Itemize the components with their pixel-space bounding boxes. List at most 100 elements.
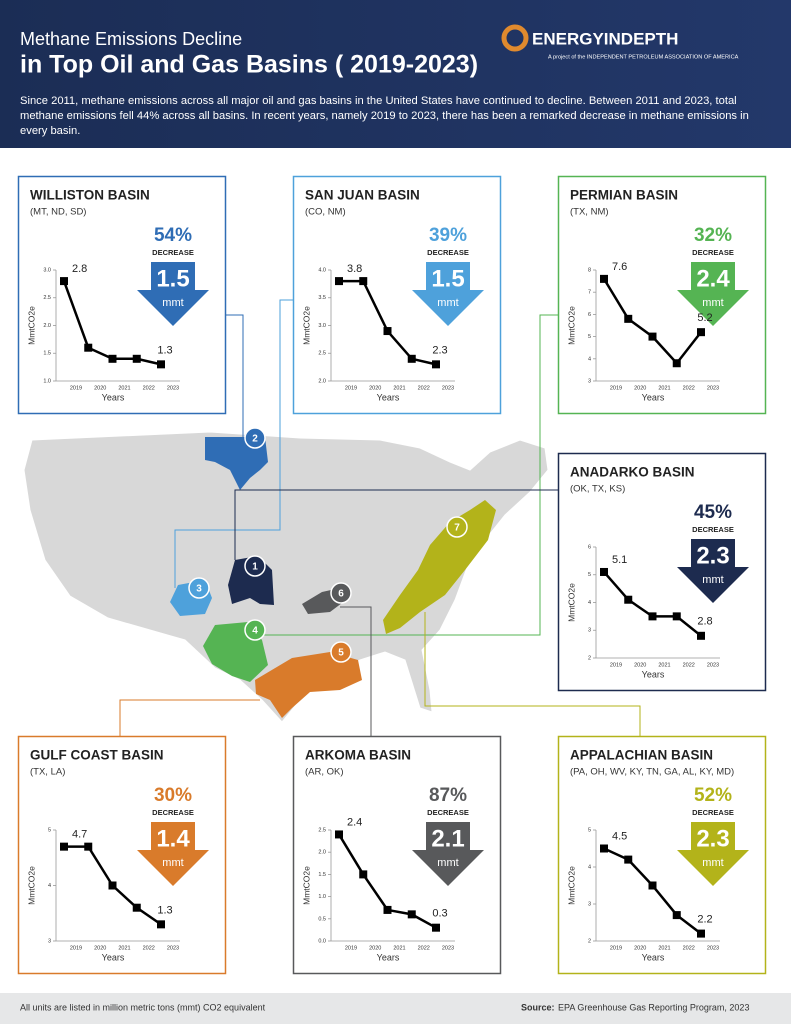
map-marker-label: 5 bbox=[338, 648, 344, 659]
decrease-label: DECREASE bbox=[152, 808, 194, 817]
card-title: ANADARKO BASIN bbox=[570, 465, 695, 480]
x-tick-label: 2019 bbox=[610, 945, 622, 951]
y-axis-label: MmtCO2e bbox=[26, 306, 36, 345]
map-marker-label: 2 bbox=[252, 434, 258, 445]
x-tick-label: 2022 bbox=[683, 385, 695, 391]
data-point bbox=[359, 870, 368, 879]
x-tick-label: 2022 bbox=[683, 662, 695, 668]
y-tick-label: 2.5 bbox=[43, 295, 51, 301]
data-point bbox=[108, 881, 117, 890]
intro: Since 2011, methane emissions across all… bbox=[20, 95, 749, 137]
map-marker bbox=[188, 577, 210, 599]
point-annotation: 7.6 bbox=[612, 261, 627, 273]
x-tick-label: 2019 bbox=[610, 662, 622, 668]
source: EPA Greenhouse Gas Reporting Program, 20… bbox=[558, 1002, 749, 1012]
card-subtitle: (TX, NM) bbox=[570, 207, 609, 218]
y-tick-label: 3 bbox=[48, 938, 51, 944]
y-tick-label: 6 bbox=[588, 312, 591, 318]
card-subtitle: (TX, LA) bbox=[30, 767, 65, 778]
basin-card: GULF COAST BASIN (TX, LA) 30% DECREASE 1.4 mm… bbox=[17, 735, 227, 975]
y-tick-label: 1.0 bbox=[43, 378, 51, 384]
decrease-amount: 1.4 bbox=[156, 825, 190, 852]
y-tick-label: 4 bbox=[48, 883, 51, 889]
data-point bbox=[383, 905, 392, 914]
x-tick-label: 2020 bbox=[94, 945, 106, 951]
decrease-arrow bbox=[677, 262, 749, 326]
decrease-arrow bbox=[412, 262, 484, 326]
decrease-arrow bbox=[677, 822, 749, 886]
point-annotation: 5.2 bbox=[697, 312, 712, 324]
x-tick-label: 2022 bbox=[418, 945, 430, 951]
title-line2: in Top Oil and Gas Basins ( 2019-2023) bbox=[20, 51, 478, 79]
x-tick-label: 2020 bbox=[634, 385, 646, 391]
x-tick-label: 2021 bbox=[393, 385, 405, 391]
basin-card: ARKOMA BASIN (AR, OK) 87% DECREASE 2.1 mmt 0.0… bbox=[292, 735, 502, 975]
decrease-percent: 87% bbox=[429, 785, 467, 806]
card-title: PERMIAN BASIN bbox=[570, 188, 678, 203]
decrease-percent: 54% bbox=[154, 225, 192, 246]
basin-appalachian bbox=[383, 500, 496, 634]
decrease-arrow bbox=[137, 262, 209, 326]
x-tick-label: 2020 bbox=[94, 385, 106, 391]
data-point bbox=[600, 567, 608, 576]
data-point bbox=[157, 920, 165, 929]
x-tick-label: 2021 bbox=[658, 662, 670, 668]
x-axis-label: Years bbox=[377, 392, 400, 402]
card-title: ARKOMA BASIN bbox=[305, 748, 411, 763]
x-tick-label: 2019 bbox=[345, 385, 357, 391]
y-tick-label: 1.0 bbox=[318, 894, 326, 900]
decrease-unit: mmt bbox=[437, 297, 458, 309]
connector bbox=[258, 314, 558, 636]
logo-tagline: A project of the INDEPENDENT PETROLEUM A… bbox=[548, 54, 739, 60]
basin-card: WILLISTON BASIN (MT, ND, SD) 54% DECREASE 1.… bbox=[17, 175, 227, 415]
decrease-percent: 45% bbox=[694, 502, 732, 523]
y-axis-label: MmtCO2e bbox=[566, 583, 576, 622]
point-annotation: 1.3 bbox=[157, 344, 172, 356]
y-tick-label: 2 bbox=[588, 655, 591, 661]
basin-gulf-coast bbox=[255, 652, 362, 718]
x-tick-label: 2019 bbox=[70, 385, 82, 391]
basin-card: ANADARKO BASIN (OK, TX, KS) 45% DECREASE 2.3… bbox=[557, 452, 767, 692]
point-annotation: 2.3 bbox=[432, 344, 447, 356]
x-axis-label: Years bbox=[377, 952, 400, 962]
x-tick-label: 2021 bbox=[118, 945, 130, 951]
y-tick-label: 1.5 bbox=[43, 351, 51, 357]
y-axis-label: MmtCO2e bbox=[566, 866, 576, 905]
decrease-amount: 2.3 bbox=[696, 542, 729, 569]
data-point bbox=[600, 274, 608, 283]
map-marker-label: 1 bbox=[252, 562, 258, 573]
logo-icon bbox=[501, 24, 529, 52]
decrease-unit: mmt bbox=[702, 297, 723, 309]
data-point bbox=[697, 929, 705, 938]
y-tick-label: 5 bbox=[48, 827, 51, 833]
x-tick-label: 2022 bbox=[143, 385, 155, 391]
y-tick-label: 2.0 bbox=[318, 850, 326, 856]
data-point bbox=[648, 332, 657, 341]
decrease-amount: 1.5 bbox=[156, 265, 189, 292]
x-tick-label: 2022 bbox=[683, 945, 695, 951]
data-point bbox=[672, 911, 681, 920]
y-tick-label: 4 bbox=[588, 600, 591, 606]
data-point bbox=[60, 277, 68, 286]
connector bbox=[225, 314, 244, 437]
map-marker bbox=[330, 582, 352, 604]
x-tick-label: 2023 bbox=[707, 385, 719, 391]
y-tick-label: 0.0 bbox=[318, 938, 326, 944]
point-annotation: 1.3 bbox=[157, 904, 172, 916]
y-tick-label: 3.0 bbox=[43, 267, 51, 273]
map-marker bbox=[330, 641, 352, 663]
x-tick-label: 2023 bbox=[167, 945, 179, 951]
map-marker bbox=[244, 427, 266, 449]
card-title: SAN JUAN BASIN bbox=[305, 188, 420, 203]
data-point bbox=[359, 277, 368, 286]
data-point bbox=[600, 844, 608, 853]
y-tick-label: 3.5 bbox=[318, 295, 326, 301]
decrease-arrow bbox=[412, 822, 484, 886]
data-point bbox=[697, 328, 705, 337]
x-tick-label: 2019 bbox=[70, 945, 82, 951]
x-tick-label: 2023 bbox=[167, 385, 179, 391]
card-subtitle: (OK, TX, KS) bbox=[570, 484, 625, 495]
data-point bbox=[108, 354, 117, 363]
header-bg bbox=[0, 0, 791, 148]
data-point bbox=[335, 277, 343, 286]
